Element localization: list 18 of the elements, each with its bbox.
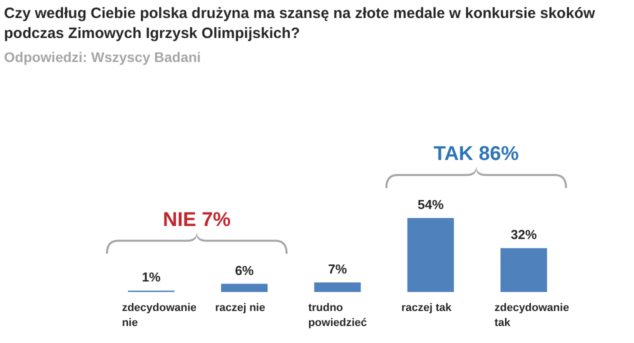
- annotation: NIE 7%: [162, 208, 231, 231]
- bar: [500, 248, 548, 292]
- x-tick-label: raczej nie: [215, 302, 266, 314]
- data-label: 1%: [142, 270, 162, 285]
- chart-title: Czy według Ciebie polska drużyna ma szansę na złote medale w konkursie skoków podczas Zimowych Igrzysk Olimpijskich?: [4, 5, 596, 42]
- data-label: 32%: [510, 227, 538, 242]
- text: TAK 86%: [434, 143, 520, 165]
- x-tick-label: raczej tak: [401, 302, 452, 314]
- x-tick-label: trudno powiedzieć: [308, 302, 367, 329]
- data-label: 7%: [328, 261, 348, 276]
- bar: [221, 284, 268, 292]
- chart-subtitle: Odpowiedzi: Wszyscy Badani: [4, 49, 201, 65]
- x-tick-label: zdecydowanie tak: [494, 302, 570, 329]
- data-label: 6%: [234, 262, 254, 278]
- x-tick-label: zdecydowanie nie: [122, 302, 197, 329]
- bar: [314, 282, 361, 292]
- bar: [407, 218, 454, 292]
- data-label: 54%: [418, 197, 444, 212]
